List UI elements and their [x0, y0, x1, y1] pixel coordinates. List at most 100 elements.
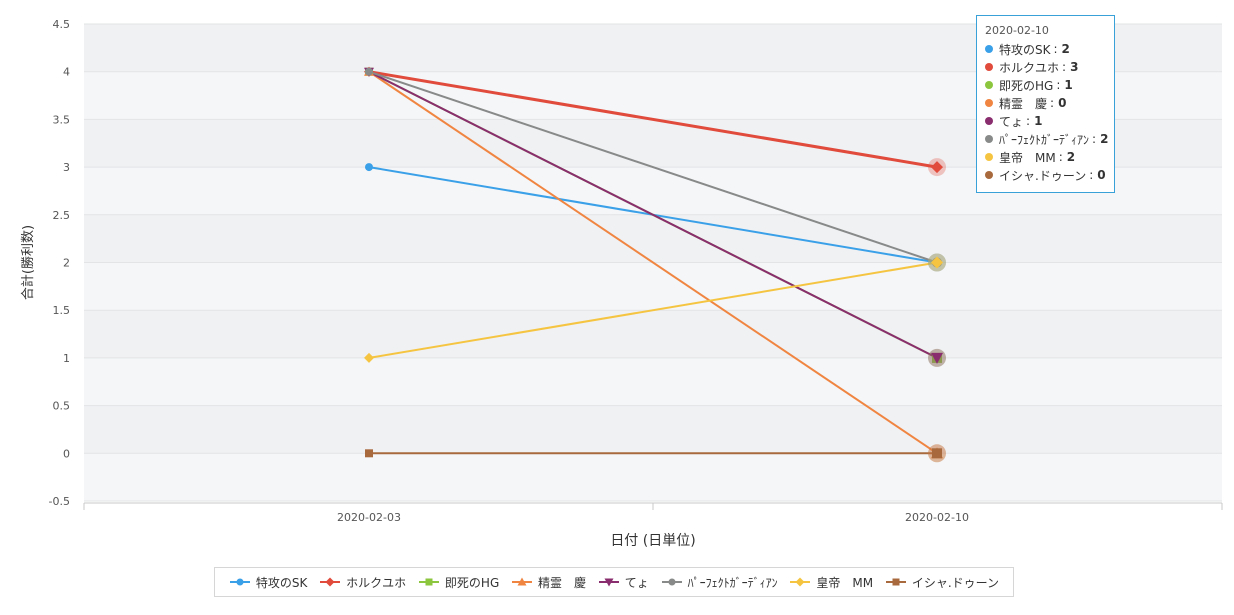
plot-band [84, 262, 1222, 311]
series-line [368, 261, 938, 359]
series-markers [364, 66, 946, 463]
tooltip-series-value: 2 [1066, 150, 1076, 164]
tooltip-separator: : [1089, 168, 1094, 182]
plot-band [84, 453, 1222, 501]
tooltip-separator: : [1092, 132, 1097, 146]
data-point[interactable] [931, 256, 943, 269]
series-dot-icon [985, 117, 993, 125]
tooltip-date: 2020-02-10 [985, 24, 1049, 37]
tooltip-series-name: ホルクユホ [999, 60, 1060, 75]
plot-band [84, 214, 1222, 263]
y-tick-label: 1 [63, 352, 70, 365]
data-point[interactable] [931, 161, 943, 174]
legend-label: てょ [624, 575, 649, 590]
x-axis: 2020-02-03 2020-02-10 [83, 502, 1223, 524]
series-dot-icon [985, 153, 993, 161]
series-line [368, 70, 938, 359]
tooltip-series-name: 特攻のSK [999, 42, 1051, 57]
tooltip-series-name: 精霊 慶 [999, 96, 1048, 111]
y-tick-label: 3.5 [53, 113, 71, 126]
tooltip-series-name: 即死のHG [999, 78, 1054, 93]
y-tick-label: 4 [63, 66, 70, 79]
series-lines [368, 70, 938, 455]
legend-swatch-icon [320, 577, 341, 587]
plot-bands [84, 24, 1222, 501]
series-dot-icon [985, 99, 993, 107]
legend-swatch-icon [418, 578, 439, 586]
legend-label: ﾊﾟｰﾌｪｸﾄｶﾞｰﾃﾞｨｱﾝ [687, 575, 778, 590]
y-tick-label: 2 [63, 257, 70, 270]
tooltip-separator: : [1050, 96, 1055, 110]
tooltip-series-value: 0 [1097, 168, 1106, 182]
legend-item[interactable]: てょ [598, 574, 649, 591]
plot-band [84, 405, 1222, 454]
legend-swatch-icon [790, 577, 811, 587]
tooltip-row: 精霊 慶:0 [985, 94, 1106, 112]
series-dot-icon [985, 135, 993, 143]
x-tick-label: 2020-02-10 [905, 511, 969, 524]
y-axis-title: 合計(勝利数) [20, 225, 36, 300]
tooltip-row: イシャ.ドゥーン:0 [985, 166, 1106, 184]
tooltip-series-value: 3 [1070, 60, 1079, 74]
tooltip-row: 特攻のSK:2 [985, 40, 1106, 58]
y-tick-label: 0.5 [53, 400, 71, 413]
legend-item[interactable]: ホルクユホ [319, 574, 406, 591]
legend-swatch-icon [598, 578, 619, 587]
legend-swatch-icon [512, 577, 533, 586]
data-point[interactable] [932, 448, 942, 459]
legend: 特攻のSK ホルクユホ 即死のHG 精霊 慶 てょ ﾊﾟｰﾌｪｸﾄｶﾞｰﾃﾞｨｱﾝ 皇帝 M… [214, 567, 1014, 597]
tooltip-series-value: 1 [1064, 78, 1073, 92]
series-dot-icon [985, 81, 993, 89]
legend-label: 即死のHG [444, 575, 500, 590]
y-tick-label: 4.5 [53, 18, 71, 31]
y-tick-label: -0.5 [49, 495, 70, 508]
series-line [368, 70, 938, 455]
tooltip-row: ホルクユホ:3 [985, 58, 1106, 76]
tooltip-series-value: 1 [1034, 114, 1043, 128]
legend-label: ホルクユホ [346, 575, 407, 590]
series-dot-icon [985, 45, 993, 53]
y-axis-ticks: -0.5 0 0.5 1 1.5 2 2.5 3 3.5 4 4.5 [49, 18, 70, 508]
y-tick-label: 2.5 [53, 209, 71, 222]
data-point[interactable] [364, 352, 374, 363]
y-tick-label: 1.5 [53, 304, 71, 317]
legend-item[interactable]: 精霊 慶 [511, 574, 586, 591]
legend-item[interactable]: 即死のHG [418, 574, 499, 591]
tooltip-series-value: 0 [1058, 96, 1067, 110]
tooltip-series-value: 2 [1100, 132, 1109, 146]
data-point[interactable] [365, 163, 373, 172]
tooltip-separator: : [1058, 150, 1063, 164]
tooltip-series-name: 皇帝 MM [999, 150, 1056, 165]
tooltip-separator: : [1062, 60, 1067, 74]
legend-label: 特攻のSK [255, 575, 308, 590]
series-dot-icon [985, 171, 993, 179]
y-tick-label: 0 [63, 447, 70, 460]
tooltip-row: ﾊﾟｰﾌｪｸﾄｶﾞｰﾃﾞｨｱﾝ:2 [985, 130, 1109, 148]
tooltip-series-name: ﾊﾟｰﾌｪｸﾄｶﾞｰﾃﾞｨｱﾝ [999, 132, 1090, 147]
x-tick-label: 2020-02-03 [337, 511, 401, 524]
series-line [368, 70, 938, 169]
legend-item[interactable]: イシャ.ドゥーン [885, 574, 999, 591]
tooltip-row: 即死のHG:1 [985, 76, 1106, 94]
legend-label: 皇帝 MM [816, 575, 874, 590]
legend-item[interactable]: 皇帝 MM [789, 574, 873, 591]
data-point[interactable] [365, 449, 373, 458]
legend-swatch-icon [229, 578, 250, 586]
plot-band [84, 310, 1222, 358]
x-axis-title: 日付 (日単位) [610, 533, 695, 549]
legend-label: イシャ.ドゥーン [911, 575, 1000, 590]
tooltip-row: 皇帝 MM:2 [985, 148, 1106, 166]
tooltip: 2020-02-10 特攻のSK:2 ホルクユホ:3 即死のHG:1 精霊 慶:0 てょ… [976, 15, 1115, 193]
series-dot-icon [985, 63, 993, 71]
legend-item[interactable]: ﾊﾟｰﾌｪｸﾄｶﾞｰﾃﾞｨｱﾝ [661, 574, 778, 591]
data-point[interactable] [365, 67, 373, 76]
plot-band [84, 357, 1222, 406]
tooltip-series-value: 2 [1061, 42, 1070, 56]
tooltip-separator: : [1026, 114, 1031, 128]
series-line [368, 70, 938, 264]
legend-item[interactable]: 特攻のSK [229, 574, 308, 591]
tooltip-rows: 特攻のSK:2 ホルクユホ:3 即死のHG:1 精霊 慶:0 てょ:1 ﾊﾟｰﾌｪｸﾄｶﾞ… [985, 40, 1109, 184]
data-point[interactable] [931, 352, 943, 364]
